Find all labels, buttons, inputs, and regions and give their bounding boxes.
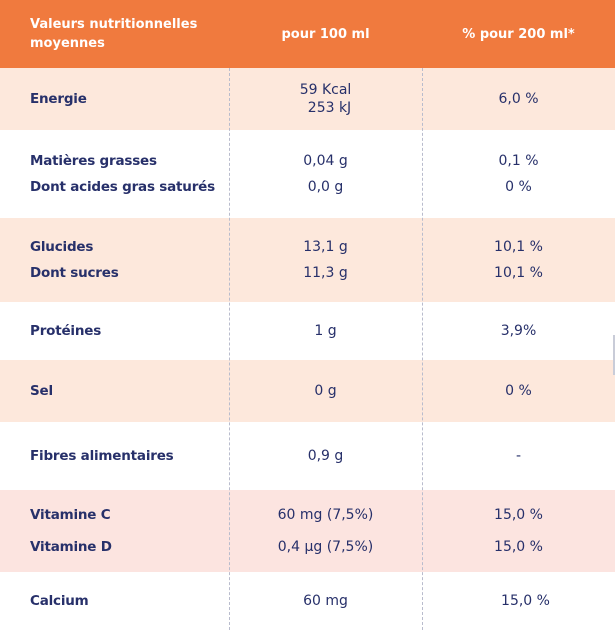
table-row-protein: Protéines 1 g 3,9%: [0, 302, 615, 360]
row-percent: 15,0 %: [501, 593, 550, 609]
table-row-fats: Matières grasses Dont acides gras saturé…: [0, 130, 615, 218]
row-percent: 0,1 %: [498, 153, 539, 169]
table-row-vitamins: Vitamine C Vitamine D 60 mg (7,5%) 0,4 µ…: [0, 490, 615, 572]
row-value: 0,9 g: [307, 448, 344, 464]
row-percent: 3,9%: [500, 323, 537, 339]
header-per-200ml: % pour 200 ml*: [462, 26, 575, 42]
row-value: 60 mg (7,5%): [277, 507, 374, 523]
row-sublabel: Vitamine D: [30, 539, 112, 555]
row-value: 0 g: [314, 383, 337, 399]
row-percent: 15,0 %: [494, 507, 543, 523]
row-subvalue: 0,0 g: [307, 179, 344, 195]
row-percent: 6,0 %: [498, 91, 539, 107]
row-value: 1 g: [314, 323, 337, 339]
row-label: Calcium: [30, 593, 89, 609]
row-sublabel: Dont sucres: [30, 265, 119, 281]
row-label: Vitamine C: [30, 507, 111, 523]
row-subvalue: 0,4 µg (7,5%): [277, 539, 374, 555]
row-label: Sel: [30, 383, 53, 399]
row-value-kcal: 59 Kcal: [299, 82, 352, 98]
table-row-carbs: Glucides Dont sucres 13,1 g 11,3 g 10,1 …: [0, 218, 615, 302]
row-value: 13,1 g: [303, 239, 348, 255]
table-row-fiber: Fibres alimentaires 0,9 g -: [0, 422, 615, 490]
row-subpercent: 15,0 %: [494, 539, 543, 555]
table-row-salt: Sel 0 g 0 %: [0, 360, 615, 422]
row-percent: -: [515, 448, 522, 464]
table-row-energie: Energie 59 Kcal 253 kJ 6,0 %: [0, 68, 615, 130]
row-value-kj: 253 kJ: [307, 100, 352, 116]
edge-mark: [613, 335, 615, 375]
row-value: 60 mg: [303, 593, 348, 609]
table-header: Valeurs nutritionnelles moyennes pour 10…: [0, 0, 615, 68]
row-label: Glucides: [30, 239, 94, 255]
header-nutrient-label: Valeurs nutritionnelles moyennes: [30, 17, 198, 51]
row-subpercent: 10,1 %: [494, 265, 543, 281]
row-sublabel: Dont acides gras saturés: [30, 179, 215, 195]
row-percent: 10,1 %: [494, 239, 543, 255]
row-label: Energie: [30, 91, 87, 107]
row-percent: 0 %: [505, 383, 532, 399]
table-row-calcium: Calcium 60 mg 15,0 %: [0, 572, 615, 630]
column-divider: [422, 68, 423, 630]
row-value: 0,04 g: [303, 153, 348, 169]
row-label: Protéines: [30, 323, 102, 339]
row-subvalue: 11,3 g: [303, 265, 348, 281]
row-subpercent: 0 %: [505, 179, 532, 195]
row-label: Matières grasses: [30, 153, 157, 169]
column-divider: [229, 68, 230, 630]
header-per-100ml: pour 100 ml: [281, 26, 370, 42]
row-label: Fibres alimentaires: [30, 448, 174, 464]
